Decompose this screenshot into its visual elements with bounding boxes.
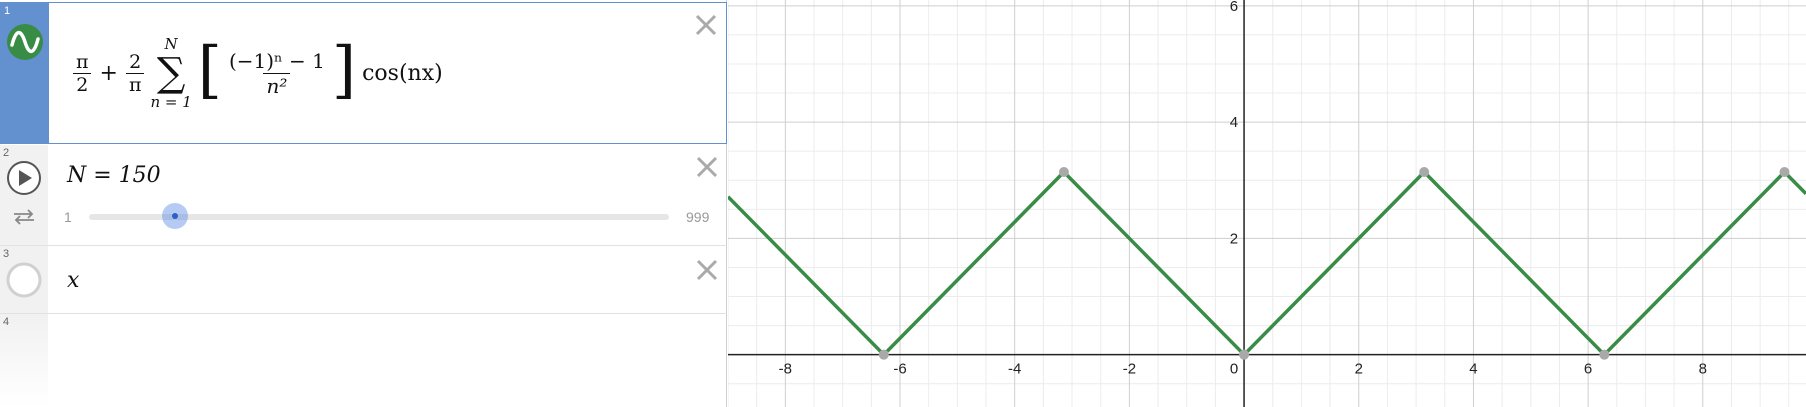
row-gutter: 4 — [0, 314, 48, 407]
slider-expression[interactable]: N = 150 — [67, 163, 161, 188]
row-number: 4 — [3, 316, 10, 328]
x-tick-label: 6 — [1584, 361, 1592, 378]
inner-fraction: (−1)ⁿ − 1 n² — [228, 48, 325, 98]
y-tick-label: 2 — [1230, 230, 1238, 247]
x-tick-label: -6 — [893, 361, 906, 378]
expression-x[interactable]: x — [67, 268, 80, 293]
expression-row-4[interactable]: 4 — [0, 314, 727, 407]
x-tick-label: 4 — [1469, 361, 1477, 378]
expression-row-3[interactable]: 3 x — [0, 246, 727, 314]
left-bracket: [ — [197, 33, 222, 106]
x-tick-label: 0 — [1230, 361, 1238, 378]
right-bracket: ] — [331, 33, 357, 106]
row-gutter: 3 — [0, 246, 48, 313]
graph-canvas[interactable]: -8 -6 -4 -2 0 2 4 6 8 2 4 6 — [728, 0, 1806, 407]
close-icon[interactable] — [695, 258, 719, 282]
expression-list: 1 π 2 + 2 π N ∑ n = 1 [ (−1)ⁿ − 1 — [0, 0, 727, 407]
wave-icon[interactable] — [6, 23, 44, 61]
summation: N ∑ n = 1 — [150, 35, 192, 111]
curve-point — [1239, 349, 1250, 360]
play-icon[interactable] — [6, 160, 42, 196]
x-tick-label: -4 — [1008, 361, 1021, 378]
x-tick-label: -2 — [1123, 361, 1136, 378]
curve-point — [1058, 167, 1069, 178]
x-tick-label: 8 — [1699, 361, 1707, 378]
x-tick-label: 2 — [1355, 361, 1363, 378]
expression-row-1[interactable]: 1 π 2 + 2 π N ∑ n = 1 [ (−1)ⁿ − 1 — [0, 2, 727, 144]
row-gutter: 2 — [0, 145, 48, 245]
y-tick-label: 6 — [1230, 0, 1238, 15]
curve-point — [1419, 167, 1430, 178]
slider-min-label: 1 — [64, 209, 72, 225]
row-number: 3 — [3, 248, 10, 260]
row-number: 2 — [3, 147, 10, 159]
curve-point — [1779, 167, 1790, 178]
x-tick-label: -8 — [779, 361, 792, 378]
close-icon[interactable] — [695, 155, 719, 179]
plus-operator: + — [99, 60, 118, 86]
close-icon[interactable] — [694, 13, 718, 37]
formula[interactable]: π 2 + 2 π N ∑ n = 1 [ (−1)ⁿ − 1 n² ] cos… — [73, 23, 443, 123]
loop-icon[interactable] — [12, 207, 36, 227]
slider-max-label: 999 — [686, 209, 710, 225]
slider-handle[interactable] — [162, 203, 188, 229]
fraction-pi-over-2: π 2 — [73, 51, 92, 96]
hidden-circle-icon[interactable] — [5, 261, 43, 299]
row-number: 1 — [4, 5, 11, 17]
cos-term: cos(nx) — [362, 60, 443, 86]
curve-point — [1599, 349, 1610, 360]
expression-row-2[interactable]: 2 N = 150 — [0, 145, 727, 246]
slider-track[interactable] — [89, 214, 669, 220]
row-gutter: 1 — [1, 3, 49, 143]
y-tick-label: 4 — [1230, 114, 1238, 131]
curve-line — [728, 170, 1806, 357]
fraction-2-over-pi: 2 π — [125, 51, 145, 96]
curve-point — [878, 349, 889, 360]
